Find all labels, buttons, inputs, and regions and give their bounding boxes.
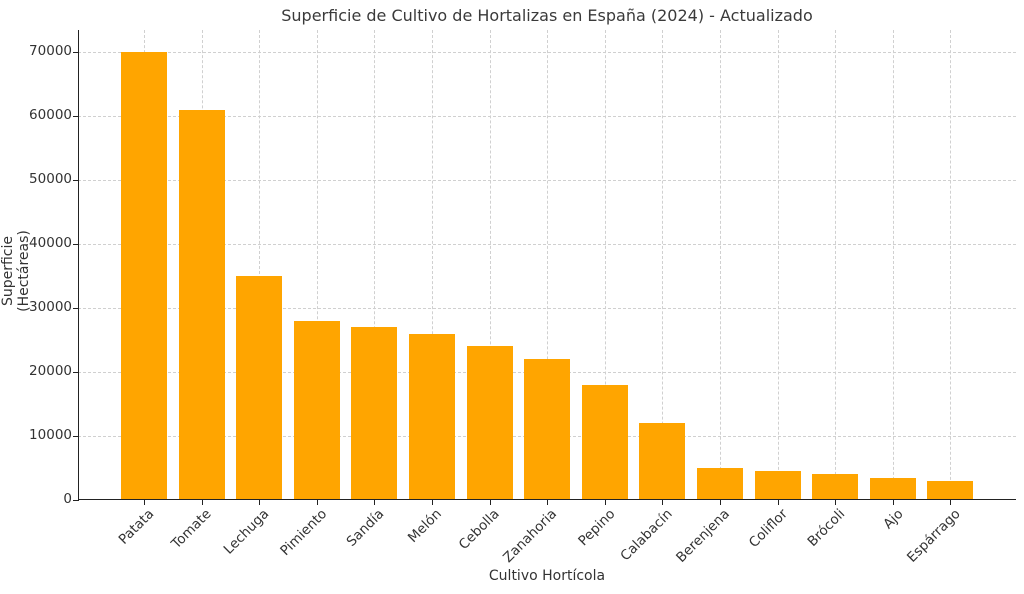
gridline-vertical	[835, 30, 837, 500]
bar-pimiento	[293, 320, 340, 500]
y-tick-label: 10000	[29, 427, 72, 443]
gridline-horizontal	[78, 244, 1016, 245]
x-tick-mark	[835, 500, 837, 505]
x-tick-label: Cebolla	[456, 506, 503, 553]
y-tick-label: 50000	[29, 171, 72, 187]
y-axis-title: Superficie (Hectáreas)	[0, 230, 32, 312]
x-tick-label: Patata	[115, 506, 158, 548]
bar-lechuga	[236, 276, 283, 500]
gridline-vertical	[432, 30, 433, 500]
bar-ajo	[869, 477, 916, 500]
y-tick-mark	[73, 180, 78, 181]
x-tick-label: Lechuga	[220, 506, 273, 558]
x-tick-mark	[892, 500, 894, 505]
bar-zanahoria	[524, 359, 571, 500]
bar-tomate	[178, 109, 225, 500]
gridline-vertical	[720, 30, 721, 500]
y-tick-mark	[73, 372, 78, 373]
y-tick-label: 70000	[29, 43, 72, 59]
y-tick-label: 60000	[29, 107, 72, 123]
y-tick-label: 40000	[29, 235, 72, 251]
x-tick-label: Melón	[405, 506, 446, 546]
y-tick-label: 30000	[29, 299, 72, 315]
bar-brócoli	[812, 474, 859, 500]
x-tick-label: Zanahoria	[500, 506, 561, 566]
gridline-horizontal	[78, 180, 1016, 181]
y-tick-label: 0	[63, 491, 72, 507]
gridline-vertical	[892, 30, 894, 500]
gridline-vertical	[950, 30, 952, 500]
bar-berenjena	[697, 468, 743, 500]
gridline-vertical	[259, 30, 261, 500]
x-tick-label: Calabacín	[617, 506, 676, 565]
gridline-horizontal	[78, 116, 1016, 117]
x-tick-mark	[950, 500, 952, 505]
y-tick-label: 20000	[29, 363, 72, 379]
gridline-vertical	[547, 30, 549, 500]
bar-sandía	[351, 327, 398, 500]
x-tick-label: Tomate	[168, 506, 215, 553]
x-tick-label: Brócoli	[804, 506, 849, 550]
x-tick-mark	[259, 500, 261, 505]
x-tick-label: Pepino	[574, 506, 619, 550]
gridline-vertical	[604, 30, 606, 500]
x-tick-mark	[720, 500, 721, 505]
x-tick-mark	[316, 500, 318, 505]
x-tick-mark	[374, 500, 376, 505]
y-tick-mark	[73, 436, 78, 437]
gridline-vertical	[489, 30, 491, 500]
x-tick-mark	[604, 500, 606, 505]
y-tick-mark	[73, 52, 78, 53]
gridline-horizontal	[78, 52, 1016, 53]
bar-pepino	[581, 384, 628, 500]
bar-espárrago	[927, 480, 974, 500]
y-tick-mark	[73, 308, 78, 309]
x-tick-mark	[547, 500, 549, 505]
x-tick-mark	[432, 500, 433, 505]
gridline-vertical	[374, 30, 376, 500]
bar-calabacín	[639, 423, 686, 500]
y-axis-line	[78, 30, 79, 501]
x-tick-mark	[777, 500, 779, 505]
x-tick-mark	[489, 500, 491, 505]
gridline-vertical	[316, 30, 318, 500]
bar-coliflor	[754, 471, 801, 500]
x-tick-mark	[662, 500, 664, 505]
x-tick-label: Espárrago	[904, 506, 964, 566]
x-tick-label: Ajo	[879, 506, 907, 533]
x-tick-mark	[201, 500, 203, 505]
bar-melón	[409, 333, 455, 500]
x-tick-mark	[144, 500, 145, 505]
gridline-horizontal	[78, 308, 1016, 309]
gridline-vertical	[662, 30, 664, 500]
chart-title: Superficie de Cultivo de Hortalizas en E…	[281, 6, 813, 25]
x-axis-title: Cultivo Hortícola	[488, 568, 606, 584]
x-tick-label: Sandía	[343, 506, 388, 550]
bar-patata	[121, 52, 167, 500]
gridline-vertical	[777, 30, 779, 500]
y-tick-mark	[73, 244, 78, 245]
x-tick-label: Pimiento	[277, 506, 331, 559]
y-tick-mark	[73, 500, 78, 501]
y-tick-mark	[73, 116, 78, 117]
bar-cebolla	[466, 346, 513, 500]
x-axis-line	[78, 499, 1016, 501]
x-tick-label: Berenjena	[673, 506, 734, 566]
x-tick-label: Coliflor	[746, 506, 791, 551]
plot-area	[78, 30, 1016, 500]
